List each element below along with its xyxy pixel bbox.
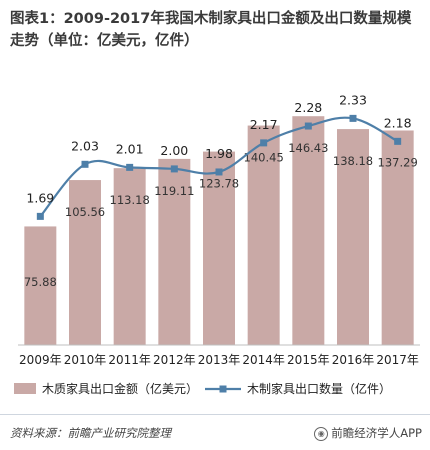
- brand-name: 前瞻经济学人APP: [331, 426, 422, 440]
- line-marker-4: [170, 165, 178, 173]
- bar-1: [24, 226, 57, 345]
- x-tick-label-8: 2016年: [332, 353, 375, 367]
- legend: 木质家具出口金额（亿美元） 木制家具出口数量（亿件）: [14, 381, 391, 396]
- line-label-9: 2.18: [384, 115, 412, 130]
- legend-label-line: 木制家具出口数量（亿件）: [247, 381, 391, 396]
- x-tick-label-5: 2013年: [198, 353, 241, 367]
- x-tick-label-3: 2011年: [108, 353, 151, 367]
- line-marker-8: [349, 114, 357, 122]
- bar-3: [113, 168, 146, 345]
- line-series-group: [36, 114, 402, 220]
- bar-label-1: 75.88: [24, 275, 57, 289]
- bar-9: [381, 130, 414, 345]
- line-label-2: 2.03: [71, 138, 99, 153]
- line-label-group: 1.69 2.03 2.01 2.00 1.98 2.17 2.28 2.33 2.18: [26, 92, 411, 205]
- line-marker-5: [215, 168, 223, 176]
- bar-7: [292, 116, 325, 345]
- bar-2: [69, 180, 101, 345]
- bar-series-group: [24, 116, 414, 345]
- line-marker-3: [126, 163, 134, 171]
- brand-credit: ◉ 前瞻经济学人APP: [314, 425, 422, 441]
- line-marker-2: [81, 160, 89, 168]
- source-note: 资料来源：前瞻产业研究院整理: [10, 426, 171, 440]
- bar-label-group: 75.88 105.56 113.18 119.11 123.78 140.45 146.4…: [24, 141, 418, 289]
- line-marker-9: [394, 137, 402, 145]
- bar-label-3: 113.18: [110, 193, 150, 207]
- bar-8: [337, 129, 369, 345]
- x-tick-label-6: 2014年: [242, 353, 285, 367]
- bar-label-9: 137.29: [378, 155, 418, 169]
- line-label-3: 2.01: [116, 141, 144, 156]
- line-label-1: 1.69: [26, 190, 54, 205]
- line-marker-1: [36, 212, 44, 220]
- bar-label-8: 138.18: [333, 154, 373, 168]
- bar-5: [203, 151, 235, 345]
- legend-swatch-marker: [219, 385, 227, 393]
- x-axis: 2009年 2010年 2011年 2012年 2013年 2014年 2015年 2016年…: [18, 344, 420, 367]
- bar-label-4: 119.11: [154, 184, 194, 198]
- x-tick-label-4: 2012年: [153, 353, 196, 367]
- x-tick-label-1: 2009年: [19, 353, 62, 367]
- x-tick-label-2: 2010年: [64, 353, 107, 367]
- legend-swatch-bar: [14, 383, 36, 394]
- line-label-4: 2.00: [160, 143, 188, 158]
- footer: 资料来源：前瞻产业研究院整理 ◉ 前瞻经济学人APP: [0, 414, 430, 450]
- line-label-8: 2.33: [339, 92, 367, 107]
- x-tick-label-7: 2015年: [287, 353, 330, 367]
- bar-label-6: 140.45: [244, 151, 284, 165]
- chart-title: 图表1：2009-2017年我国木制家具出口金额及出口数量规模走势（单位：亿美元…: [10, 11, 412, 49]
- bar-6: [247, 125, 280, 345]
- brand-logo-icon: ◉: [314, 426, 329, 441]
- chart-area: 75.88 105.56 113.18 119.11 123.78 140.45 146.4…: [14, 92, 420, 396]
- line-marker-6: [260, 139, 268, 147]
- legend-label-bar: 木质家具出口金额（亿美元）: [42, 381, 198, 396]
- bar-label-5: 123.78: [199, 177, 239, 191]
- bar-4: [158, 158, 191, 345]
- bar-label-7: 146.43: [288, 141, 328, 155]
- bar-label-2: 105.56: [65, 205, 105, 219]
- line-label-6: 2.17: [250, 117, 278, 132]
- line-label-5: 1.98: [205, 146, 233, 161]
- line-marker-7: [304, 122, 312, 130]
- line-label-7: 2.28: [294, 100, 322, 115]
- x-tick-label-9: 2017年: [376, 353, 419, 367]
